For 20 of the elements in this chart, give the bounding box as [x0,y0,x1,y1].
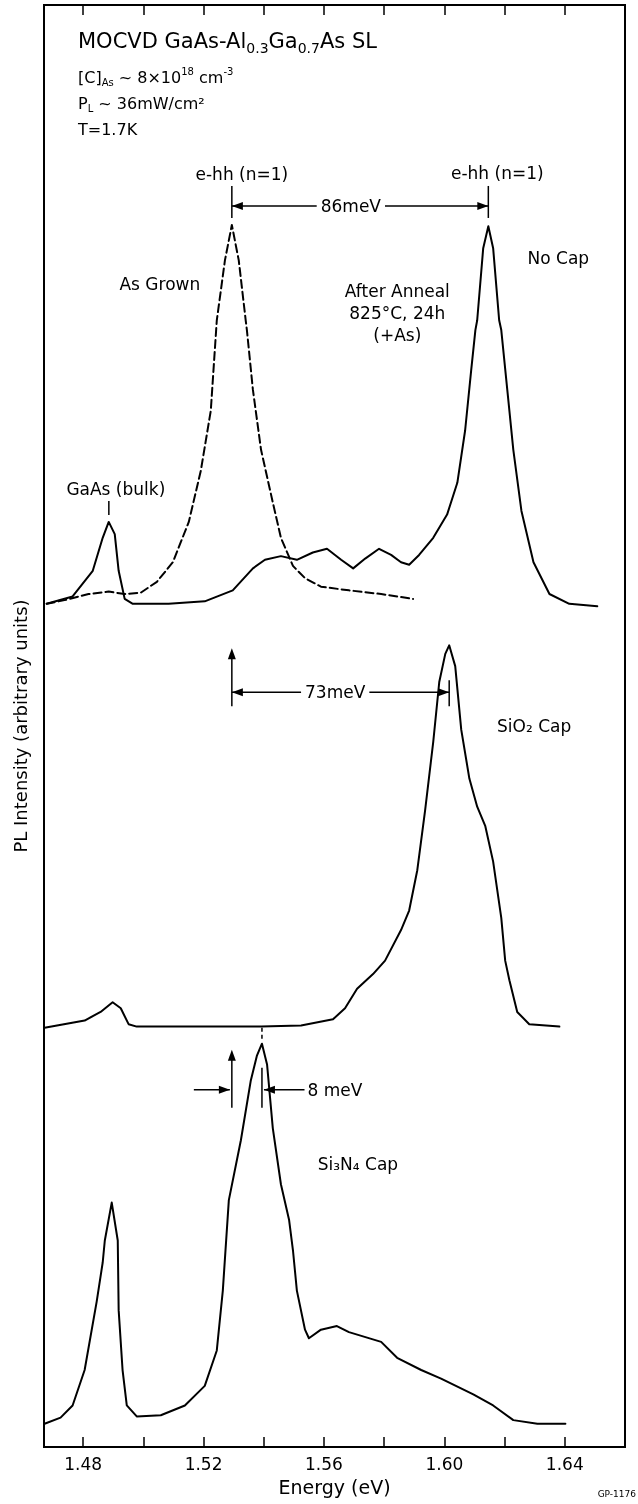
annotation: 73meV [305,682,366,703]
text: 86meV [320,195,382,216]
annotation: No Cap [527,248,590,269]
x-tick-label: 1.52 [184,1453,223,1474]
x-axis-title: Energy (eV) [278,1475,391,1498]
text: GP-1176 [597,1489,637,1499]
annotation: After Anneal 825°C, 24h (+As) [344,281,450,346]
annotation: GaAs (bulk) [66,478,166,499]
annotation: As Grown [119,273,201,294]
annotation: 8 meV [307,1079,363,1100]
x-tick-label: 1.56 [305,1453,343,1474]
text: e-hh (n=1) [195,163,289,184]
annotation: SiO₂ Cap [497,716,572,737]
x-tick-label: 1.60 [425,1453,464,1474]
x-tick-label: 1.48 [64,1453,103,1474]
annotation: Si₃N₄ Cap [317,1153,399,1174]
text: e-hh (n=1) [451,163,544,184]
y-axis-title: PL Intensity (arbitrary units) [9,599,31,853]
text: T=1.7K [77,119,138,139]
x-tick-label: 1.64 [545,1453,584,1474]
